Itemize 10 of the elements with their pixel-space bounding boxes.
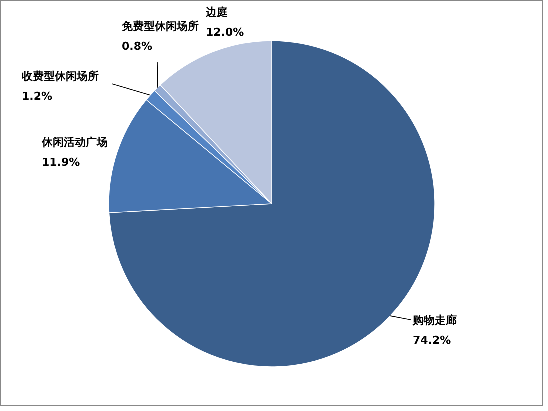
data-label: 11.9% <box>42 156 80 169</box>
slice-label: 免费型休闲场所 <box>121 20 199 33</box>
data-label: 0.8% <box>122 40 153 53</box>
slice-label: 收费型休闲场所 <box>22 70 99 83</box>
data-label: 1.2% <box>22 90 53 103</box>
slice-label: 边庭 <box>205 6 228 19</box>
data-label: 74.2% <box>413 334 452 347</box>
data-label: 12.0% <box>206 26 244 39</box>
slice-label: 休闲活动广场 <box>41 136 108 149</box>
slice-label: 购物走廊 <box>412 314 457 327</box>
